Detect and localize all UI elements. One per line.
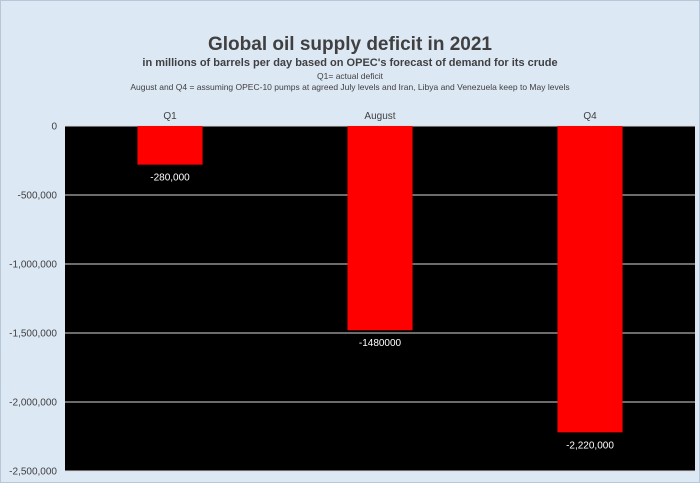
x-category-label: Q1 bbox=[163, 111, 177, 122]
y-tick-label: -2,000,000 bbox=[9, 398, 57, 409]
chart-title: Global oil supply deficit in 2021 bbox=[207, 34, 492, 55]
data-label: -1480000 bbox=[359, 338, 402, 349]
data-label: -280,000 bbox=[150, 173, 190, 184]
chart-note-assumptions: August and Q4 = assuming OPEC-10 pumps a… bbox=[130, 82, 570, 92]
x-category-label: Q4 bbox=[583, 111, 597, 122]
y-tick-label: -500,000 bbox=[18, 191, 58, 202]
data-labels: -280,000 -1480000 -2,220,000 bbox=[150, 173, 614, 452]
y-axis-labels: 0 -500,000 -1,000,000 -1,500,000 -2,000,000 -… bbox=[9, 122, 57, 478]
x-category-label: August bbox=[364, 111, 395, 122]
bar-q4 bbox=[557, 126, 623, 433]
bars bbox=[137, 126, 623, 433]
bar-august bbox=[347, 126, 413, 331]
x-axis-labels: Q1 August Q4 bbox=[163, 111, 597, 122]
chart-subtitle: in millions of barrels per day based on … bbox=[142, 57, 558, 69]
y-tick-label: -1,500,000 bbox=[9, 329, 57, 340]
y-tick-label: -2,500,000 bbox=[9, 467, 57, 478]
y-tick-label: -1,000,000 bbox=[9, 260, 57, 271]
y-tick-label: 0 bbox=[51, 122, 57, 133]
chart-note-q1: Q1= actual deficit bbox=[317, 71, 383, 81]
data-label: -2,220,000 bbox=[566, 440, 614, 451]
bar-q1 bbox=[137, 126, 203, 165]
